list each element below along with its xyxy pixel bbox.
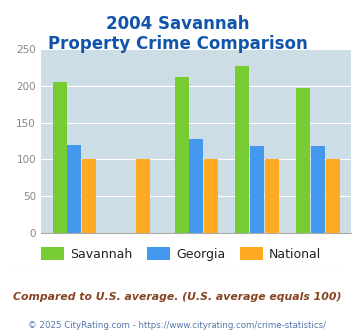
Text: 2004 Savannah: 2004 Savannah bbox=[106, 15, 249, 33]
Bar bbox=[67, 145, 81, 233]
Text: Property Crime Comparison: Property Crime Comparison bbox=[48, 35, 307, 53]
Bar bbox=[53, 82, 67, 233]
Bar bbox=[204, 159, 218, 233]
Legend: Savannah, Georgia, National: Savannah, Georgia, National bbox=[36, 242, 326, 266]
Bar bbox=[82, 159, 96, 233]
Bar bbox=[265, 159, 279, 233]
Bar bbox=[311, 146, 325, 233]
Bar bbox=[235, 66, 250, 233]
Bar bbox=[326, 159, 340, 233]
Text: © 2025 CityRating.com - https://www.cityrating.com/crime-statistics/: © 2025 CityRating.com - https://www.city… bbox=[28, 321, 327, 330]
Bar bbox=[250, 146, 264, 233]
Bar bbox=[175, 77, 189, 233]
Bar bbox=[296, 87, 310, 233]
Text: Compared to U.S. average. (U.S. average equals 100): Compared to U.S. average. (U.S. average … bbox=[13, 292, 342, 302]
Bar bbox=[189, 139, 203, 233]
Bar bbox=[136, 159, 149, 233]
